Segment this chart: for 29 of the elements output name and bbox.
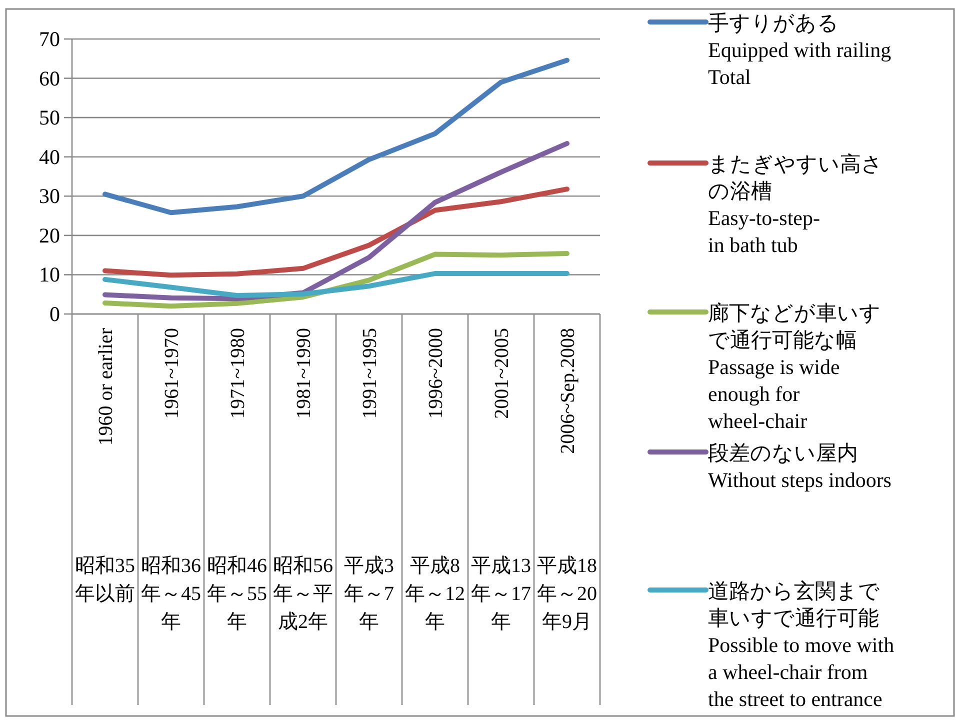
legend-label: 手すりがある Equipped with railing Total (708, 11, 892, 89)
y-tick-label: 50 (39, 106, 60, 130)
text: 昭和36年～45年 (141, 555, 201, 633)
y-tick-label: 20 (39, 223, 60, 248)
text: 昭和46年～55年 (207, 555, 267, 633)
text: 平成18年～20年9月 (537, 555, 597, 633)
x-tick-label: 1981~1990 (293, 328, 315, 419)
text: 昭和35年以前 (75, 555, 135, 605)
text: 平成3年～7年 (344, 555, 394, 633)
x-tick-label: 1961~1970 (161, 328, 183, 419)
x-tick-label: 1960 or earlier (95, 328, 117, 446)
legend-label: 段差のない屋内 Without steps indoors (708, 441, 892, 492)
x-tick-label: 2006~Sep.2008 (557, 328, 579, 454)
y-tick-label: 70 (39, 27, 60, 51)
legend-label: 道路から玄関まで車いすで通行可能 Possible to move with a wheel-chair from the street to entrance (708, 579, 895, 711)
legend-label: またぎやすい高さの浴槽 Easy-to-step- in bath tub (708, 152, 883, 257)
y-tick-label: 0 (50, 302, 60, 326)
legend-label: 廊下などが車いすで通行可能な幅 Passage is wide enough for wheel-chair (708, 301, 881, 433)
text: 平成8年～12年 (405, 555, 465, 633)
x-tick-label: 1971~1980 (227, 328, 249, 419)
text: 平成13年～17年 (471, 555, 531, 633)
y-tick-label: 30 (39, 184, 60, 208)
x-tick-label: 1991~1995 (359, 328, 381, 419)
x-tick-label: 2001~2005 (491, 328, 513, 419)
y-tick-label: 10 (39, 262, 60, 287)
y-tick-label: 40 (39, 144, 60, 169)
text: 昭和56年～平成2年 (273, 555, 333, 633)
x-tick-label: 1996~2000 (425, 328, 447, 419)
y-tick-label: 60 (39, 66, 60, 90)
